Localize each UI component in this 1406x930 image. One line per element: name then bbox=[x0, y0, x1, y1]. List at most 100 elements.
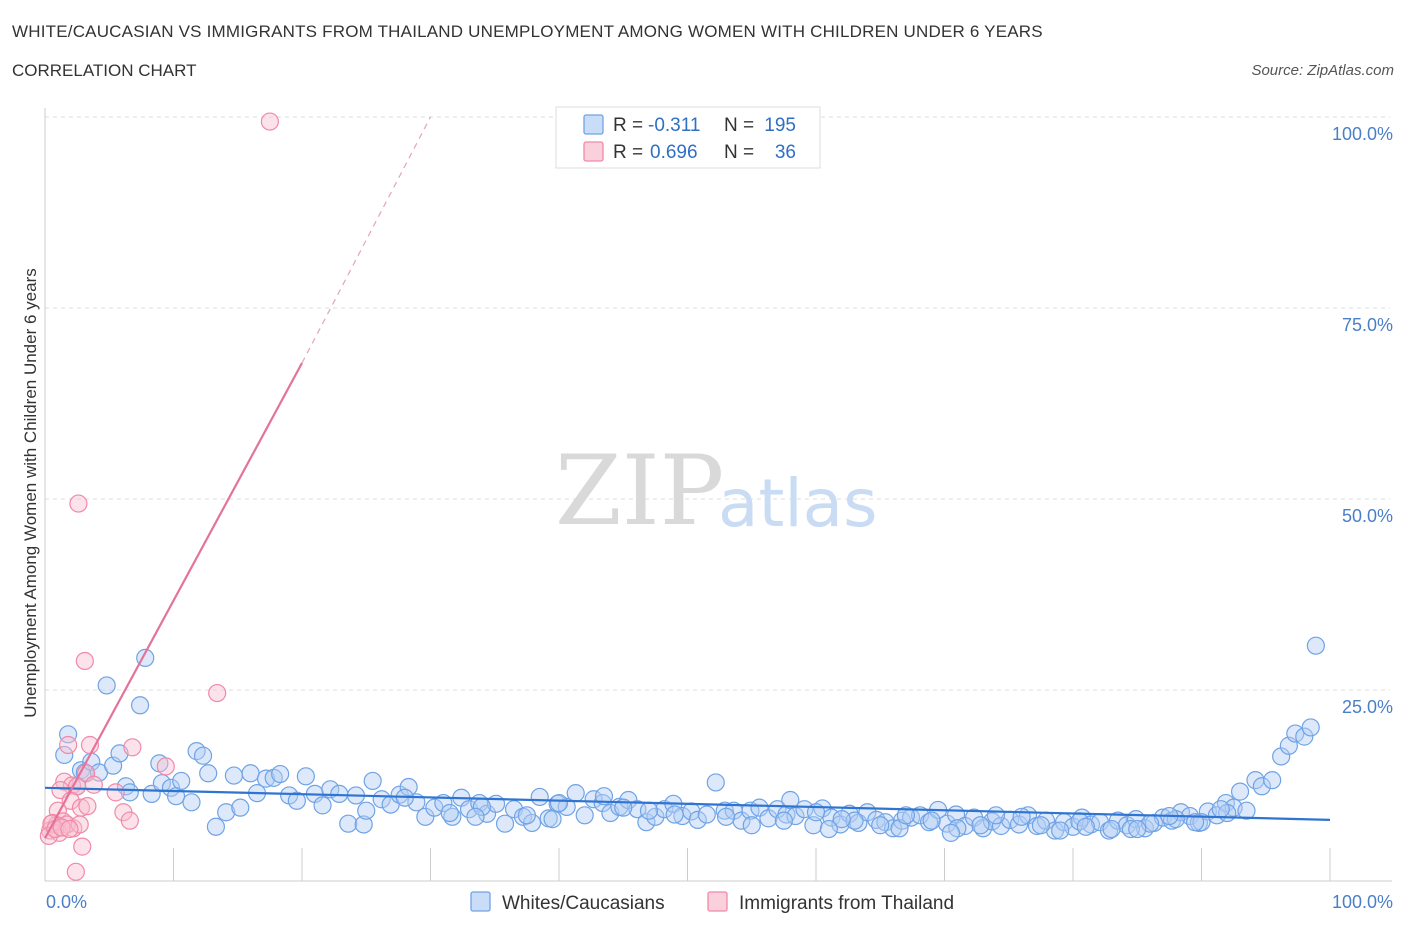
data-point bbox=[70, 815, 89, 834]
data-point bbox=[896, 806, 916, 825]
data-point bbox=[466, 807, 485, 826]
data-point bbox=[172, 771, 191, 791]
data-point bbox=[1076, 817, 1095, 836]
data-point bbox=[732, 811, 751, 830]
data-point bbox=[795, 800, 814, 819]
data-point bbox=[123, 738, 142, 757]
data-point bbox=[182, 793, 201, 812]
bottom-legend-label-whites: Whites/Caucasians bbox=[502, 893, 665, 914]
data-point bbox=[271, 764, 290, 784]
data-point bbox=[208, 683, 227, 703]
watermark-zip: ZIP bbox=[555, 435, 724, 547]
data-point bbox=[665, 805, 684, 824]
x-tick-label: 100.0% bbox=[1332, 892, 1393, 912]
data-point bbox=[363, 771, 382, 791]
data-point bbox=[440, 803, 459, 823]
data-point bbox=[206, 817, 226, 836]
data-point bbox=[60, 819, 79, 839]
data-point bbox=[106, 783, 125, 802]
chart-title: WHITE/CAUCASIAN VS IMMIGRANTS FROM THAIL… bbox=[12, 22, 1043, 41]
data-point bbox=[66, 862, 85, 881]
data-point bbox=[59, 735, 78, 755]
data-point bbox=[256, 769, 276, 788]
data-point bbox=[495, 814, 515, 833]
data-point bbox=[241, 764, 260, 783]
data-point bbox=[781, 790, 800, 810]
bottom-legend-label-thailand: Immigrants from Thailand bbox=[739, 893, 954, 914]
legend-r-label-whites: R = bbox=[613, 115, 643, 136]
series-legend: Whites/Caucasians Immigrants from Thaila… bbox=[470, 891, 954, 914]
source-credit: Source: ZipAtlas.com bbox=[1251, 62, 1394, 79]
data-point bbox=[313, 796, 332, 815]
trend-line-thailand bbox=[44, 362, 303, 839]
data-point bbox=[78, 797, 97, 816]
y-tick-label: 75.0% bbox=[1342, 315, 1393, 335]
legend-r-value-thailand: 0.696 bbox=[650, 142, 698, 163]
data-point bbox=[339, 814, 358, 833]
y-tick-label: 50.0% bbox=[1342, 506, 1393, 526]
data-point bbox=[819, 819, 838, 839]
data-point bbox=[1263, 771, 1282, 790]
legend-r-value-whites: -0.311 bbox=[648, 115, 700, 136]
data-point bbox=[1051, 821, 1070, 840]
data-point bbox=[321, 780, 340, 799]
grid-lines bbox=[45, 116, 1390, 691]
data-point bbox=[971, 816, 990, 835]
data-point bbox=[655, 800, 674, 819]
data-point bbox=[260, 112, 279, 131]
data-point bbox=[120, 783, 139, 802]
data-point bbox=[217, 803, 236, 822]
watermark: ZIP atlas bbox=[555, 435, 878, 547]
data-point bbox=[130, 696, 150, 715]
stats-legend: R = -0.311 N = 195 R = 0.696 N = 36 bbox=[555, 106, 821, 169]
y-axis-label: Unemployment Among Women with Children U… bbox=[21, 268, 40, 717]
data-point bbox=[742, 816, 761, 835]
legend-r-label-thailand: R = bbox=[613, 142, 643, 163]
bottom-legend-swatch-thailand bbox=[707, 891, 728, 912]
data-point bbox=[399, 777, 418, 797]
legend-n-value-whites: 195 bbox=[764, 115, 796, 136]
data-point bbox=[1102, 819, 1121, 839]
chart-subtitle: CORRELATION CHART bbox=[12, 61, 197, 80]
data-point bbox=[832, 810, 851, 829]
data-point bbox=[517, 806, 536, 825]
data-point bbox=[1211, 800, 1230, 819]
data-point bbox=[120, 811, 139, 830]
series-whites-points bbox=[55, 636, 1325, 842]
legend-n-label-whites: N = bbox=[724, 115, 754, 136]
data-point bbox=[697, 805, 716, 824]
data-point bbox=[357, 801, 376, 820]
data-point bbox=[199, 764, 218, 783]
data-point bbox=[941, 823, 961, 842]
data-point bbox=[55, 745, 74, 765]
legend-swatch-thailand bbox=[583, 141, 604, 162]
data-point bbox=[1301, 718, 1320, 737]
data-point bbox=[69, 494, 88, 513]
legend-n-label-thailand: N = bbox=[724, 142, 754, 163]
data-point bbox=[52, 818, 71, 837]
data-point bbox=[594, 787, 614, 806]
data-point bbox=[224, 766, 243, 785]
y-tick-label: 100.0% bbox=[1332, 124, 1393, 144]
data-point bbox=[73, 837, 92, 856]
bottom-legend-swatch-whites bbox=[470, 891, 491, 912]
data-point bbox=[39, 826, 58, 846]
data-point bbox=[1031, 816, 1050, 835]
data-point bbox=[1185, 813, 1205, 832]
data-point bbox=[97, 676, 116, 695]
data-point bbox=[84, 775, 103, 794]
data-point bbox=[922, 811, 941, 830]
data-point bbox=[1192, 813, 1211, 832]
data-point bbox=[1252, 777, 1271, 796]
data-point bbox=[1128, 819, 1147, 839]
data-point bbox=[688, 810, 707, 829]
data-point bbox=[59, 725, 78, 744]
data-point bbox=[1230, 782, 1250, 801]
trend-line-thailand-extension bbox=[301, 116, 432, 364]
data-point bbox=[530, 787, 549, 807]
data-point bbox=[774, 811, 793, 830]
data-point bbox=[287, 791, 306, 810]
data-point bbox=[716, 807, 736, 826]
data-point bbox=[543, 810, 562, 829]
